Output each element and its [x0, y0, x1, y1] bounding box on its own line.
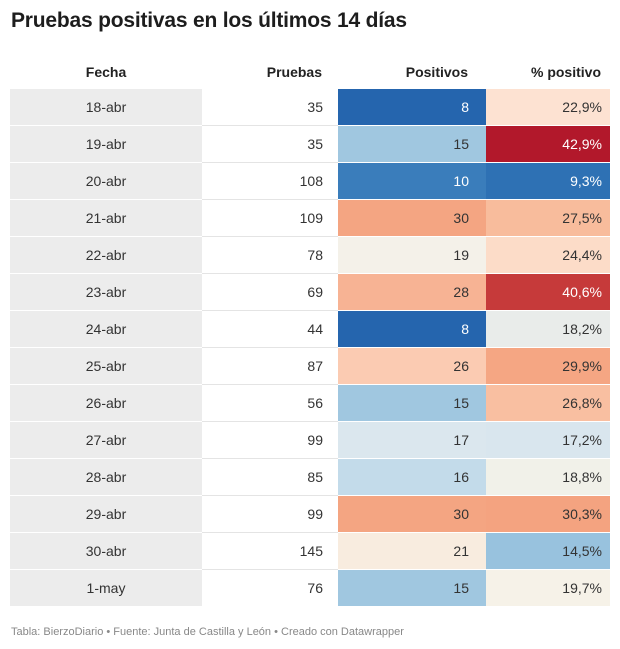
cell-porcentaje: 18,2% — [486, 311, 610, 348]
table-row: 27-abr 99 17 17,2% — [10, 422, 610, 459]
cell-fecha: 29-abr — [10, 496, 202, 533]
cell-positivos: 8 — [338, 89, 486, 126]
table-row: 23-abr 69 28 40,6% — [10, 274, 610, 311]
cell-pruebas: 108 — [202, 163, 338, 200]
cell-pruebas: 78 — [202, 237, 338, 274]
cell-positivos: 17 — [338, 422, 486, 459]
cell-pruebas: 35 — [202, 126, 338, 163]
table-row: 1-may 76 15 19,7% — [10, 570, 610, 607]
chart-title: Pruebas positivas en los últimos 14 días — [11, 9, 407, 32]
cell-positivos: 19 — [338, 237, 486, 274]
table-row: 18-abr 35 8 22,9% — [10, 89, 610, 126]
cell-porcentaje: 17,2% — [486, 422, 610, 459]
cell-porcentaje: 9,3% — [486, 163, 610, 200]
cell-pruebas: 145 — [202, 533, 338, 570]
cell-fecha: 1-may — [10, 570, 202, 607]
cell-fecha: 28-abr — [10, 459, 202, 496]
table-header: Fecha Pruebas Positivos % positivo — [10, 55, 610, 89]
cell-porcentaje: 24,4% — [486, 237, 610, 274]
cell-porcentaje: 18,8% — [486, 459, 610, 496]
cell-porcentaje: 27,5% — [486, 200, 610, 237]
cell-positivos: 16 — [338, 459, 486, 496]
header-positivos[interactable]: Positivos — [405, 64, 468, 80]
cell-positivos: 15 — [338, 126, 486, 163]
cell-porcentaje: 29,9% — [486, 348, 610, 385]
cell-positivos: 30 — [338, 200, 486, 237]
cell-pruebas: 99 — [202, 496, 338, 533]
table-body: 18-abr 35 8 22,9% 19-abr 35 15 42,9% 20-abr 108 10… — [10, 89, 610, 607]
table-row: 29-abr 99 30 30,3% — [10, 496, 610, 533]
cell-fecha: 30-abr — [10, 533, 202, 570]
data-table: Fecha Pruebas Positivos % positivo 18-ab… — [10, 55, 610, 607]
cell-pruebas: 35 — [202, 89, 338, 126]
table-row: 20-abr 108 10 9,3% — [10, 163, 610, 200]
cell-porcentaje: 26,8% — [486, 385, 610, 422]
table-row: 25-abr 87 26 29,9% — [10, 348, 610, 385]
cell-positivos: 30 — [338, 496, 486, 533]
cell-fecha: 27-abr — [10, 422, 202, 459]
table-row: 28-abr 85 16 18,8% — [10, 459, 610, 496]
cell-pruebas: 56 — [202, 385, 338, 422]
cell-positivos: 21 — [338, 533, 486, 570]
cell-pruebas: 99 — [202, 422, 338, 459]
table-row: 21-abr 109 30 27,5% — [10, 200, 610, 237]
cell-pruebas: 85 — [202, 459, 338, 496]
table-row: 22-abr 78 19 24,4% — [10, 237, 610, 274]
cell-pruebas: 76 — [307, 580, 323, 596]
cell-positivos: 26 — [338, 348, 486, 385]
cell-pruebas: 109 — [202, 200, 338, 237]
table-row: 30-abr 145 21 14,5% — [10, 533, 610, 570]
table-row: 26-abr 56 15 26,8% — [10, 385, 610, 422]
header-fecha[interactable]: Fecha — [85, 64, 127, 80]
cell-pruebas: 69 — [202, 274, 338, 311]
cell-porcentaje: 40,6% — [486, 274, 610, 311]
cell-pruebas: 87 — [202, 348, 338, 385]
cell-porcentaje: 42,9% — [486, 126, 610, 163]
table-row: 24-abr 44 8 18,2% — [10, 311, 610, 348]
cell-porcentaje: 22,9% — [486, 89, 610, 126]
cell-fecha: 21-abr — [10, 200, 202, 237]
cell-pruebas: 44 — [202, 311, 338, 348]
cell-positivos: 8 — [338, 311, 486, 348]
source-footer: Tabla: BierzoDiario • Fuente: Junta de C… — [11, 626, 404, 638]
cell-positivos: 15 — [338, 385, 486, 422]
header-porcentaje[interactable]: % positivo — [530, 64, 601, 80]
cell-fecha: 23-abr — [10, 274, 202, 311]
cell-positivos: 15 — [338, 570, 486, 607]
table-row: 19-abr 35 15 42,9% — [10, 126, 610, 163]
cell-porcentaje: 14,5% — [486, 533, 610, 570]
cell-fecha: 26-abr — [10, 385, 202, 422]
cell-fecha: 25-abr — [10, 348, 202, 385]
cell-fecha: 24-abr — [10, 311, 202, 348]
header-pruebas[interactable]: Pruebas — [266, 64, 322, 80]
cell-porcentaje: 19,7% — [486, 570, 610, 607]
cell-positivos: 10 — [338, 163, 486, 200]
cell-fecha: 19-abr — [10, 126, 202, 163]
cell-fecha: 18-abr — [10, 89, 202, 126]
cell-positivos: 28 — [338, 274, 486, 311]
cell-fecha: 22-abr — [10, 237, 202, 274]
cell-porcentaje: 30,3% — [486, 496, 610, 533]
cell-fecha: 20-abr — [10, 163, 202, 200]
